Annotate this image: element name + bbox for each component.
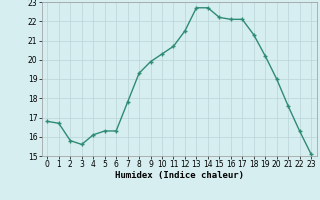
- X-axis label: Humidex (Indice chaleur): Humidex (Indice chaleur): [115, 171, 244, 180]
